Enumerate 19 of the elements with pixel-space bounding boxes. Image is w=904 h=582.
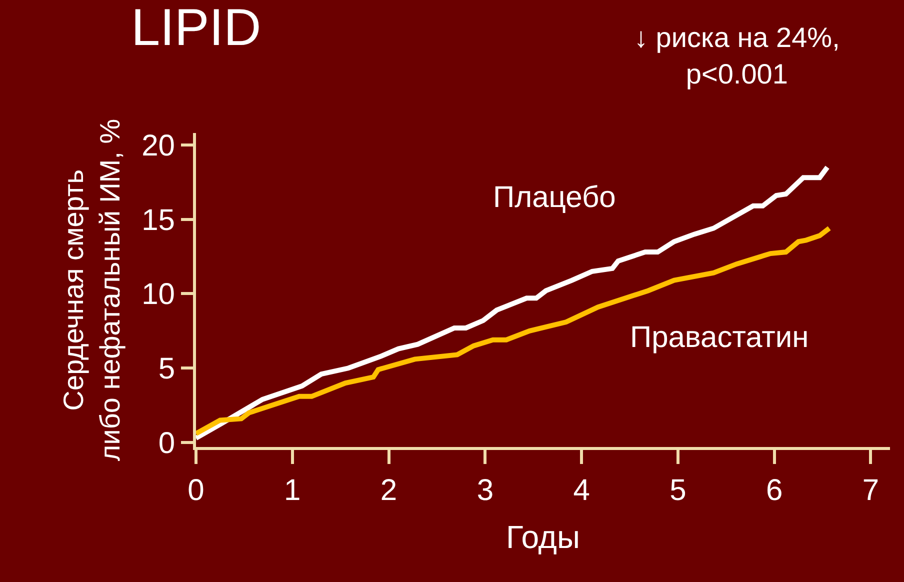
x-tick-label: 4 — [573, 474, 590, 507]
y-tick-label: 20 — [142, 129, 175, 162]
x-tick-label: 6 — [766, 474, 783, 507]
y-tick-label: 0 — [158, 427, 175, 460]
x-tick-label: 1 — [284, 474, 301, 507]
y-tick-label: 15 — [142, 204, 175, 237]
y-axis-title: Сердечная смерть либо нефатальный ИМ, % — [58, 118, 126, 462]
x-tick-label: 0 — [188, 474, 204, 507]
y-tick-label: 5 — [158, 352, 175, 386]
x-tick-label: 2 — [380, 474, 398, 507]
series-label: Правастатин — [630, 321, 809, 354]
chart-title: LIPID — [131, 0, 262, 58]
x-tick-label: 5 — [670, 474, 686, 507]
x-axis-title: Годы — [506, 518, 580, 555]
text: ↓ риска на 24%, p<0.001 — [634, 22, 840, 90]
y-tick-label: 10 — [142, 278, 175, 312]
x-tick-label: 3 — [476, 474, 494, 507]
x-tick-label: 7 — [862, 474, 880, 507]
series-label: Плацебо — [493, 181, 616, 214]
